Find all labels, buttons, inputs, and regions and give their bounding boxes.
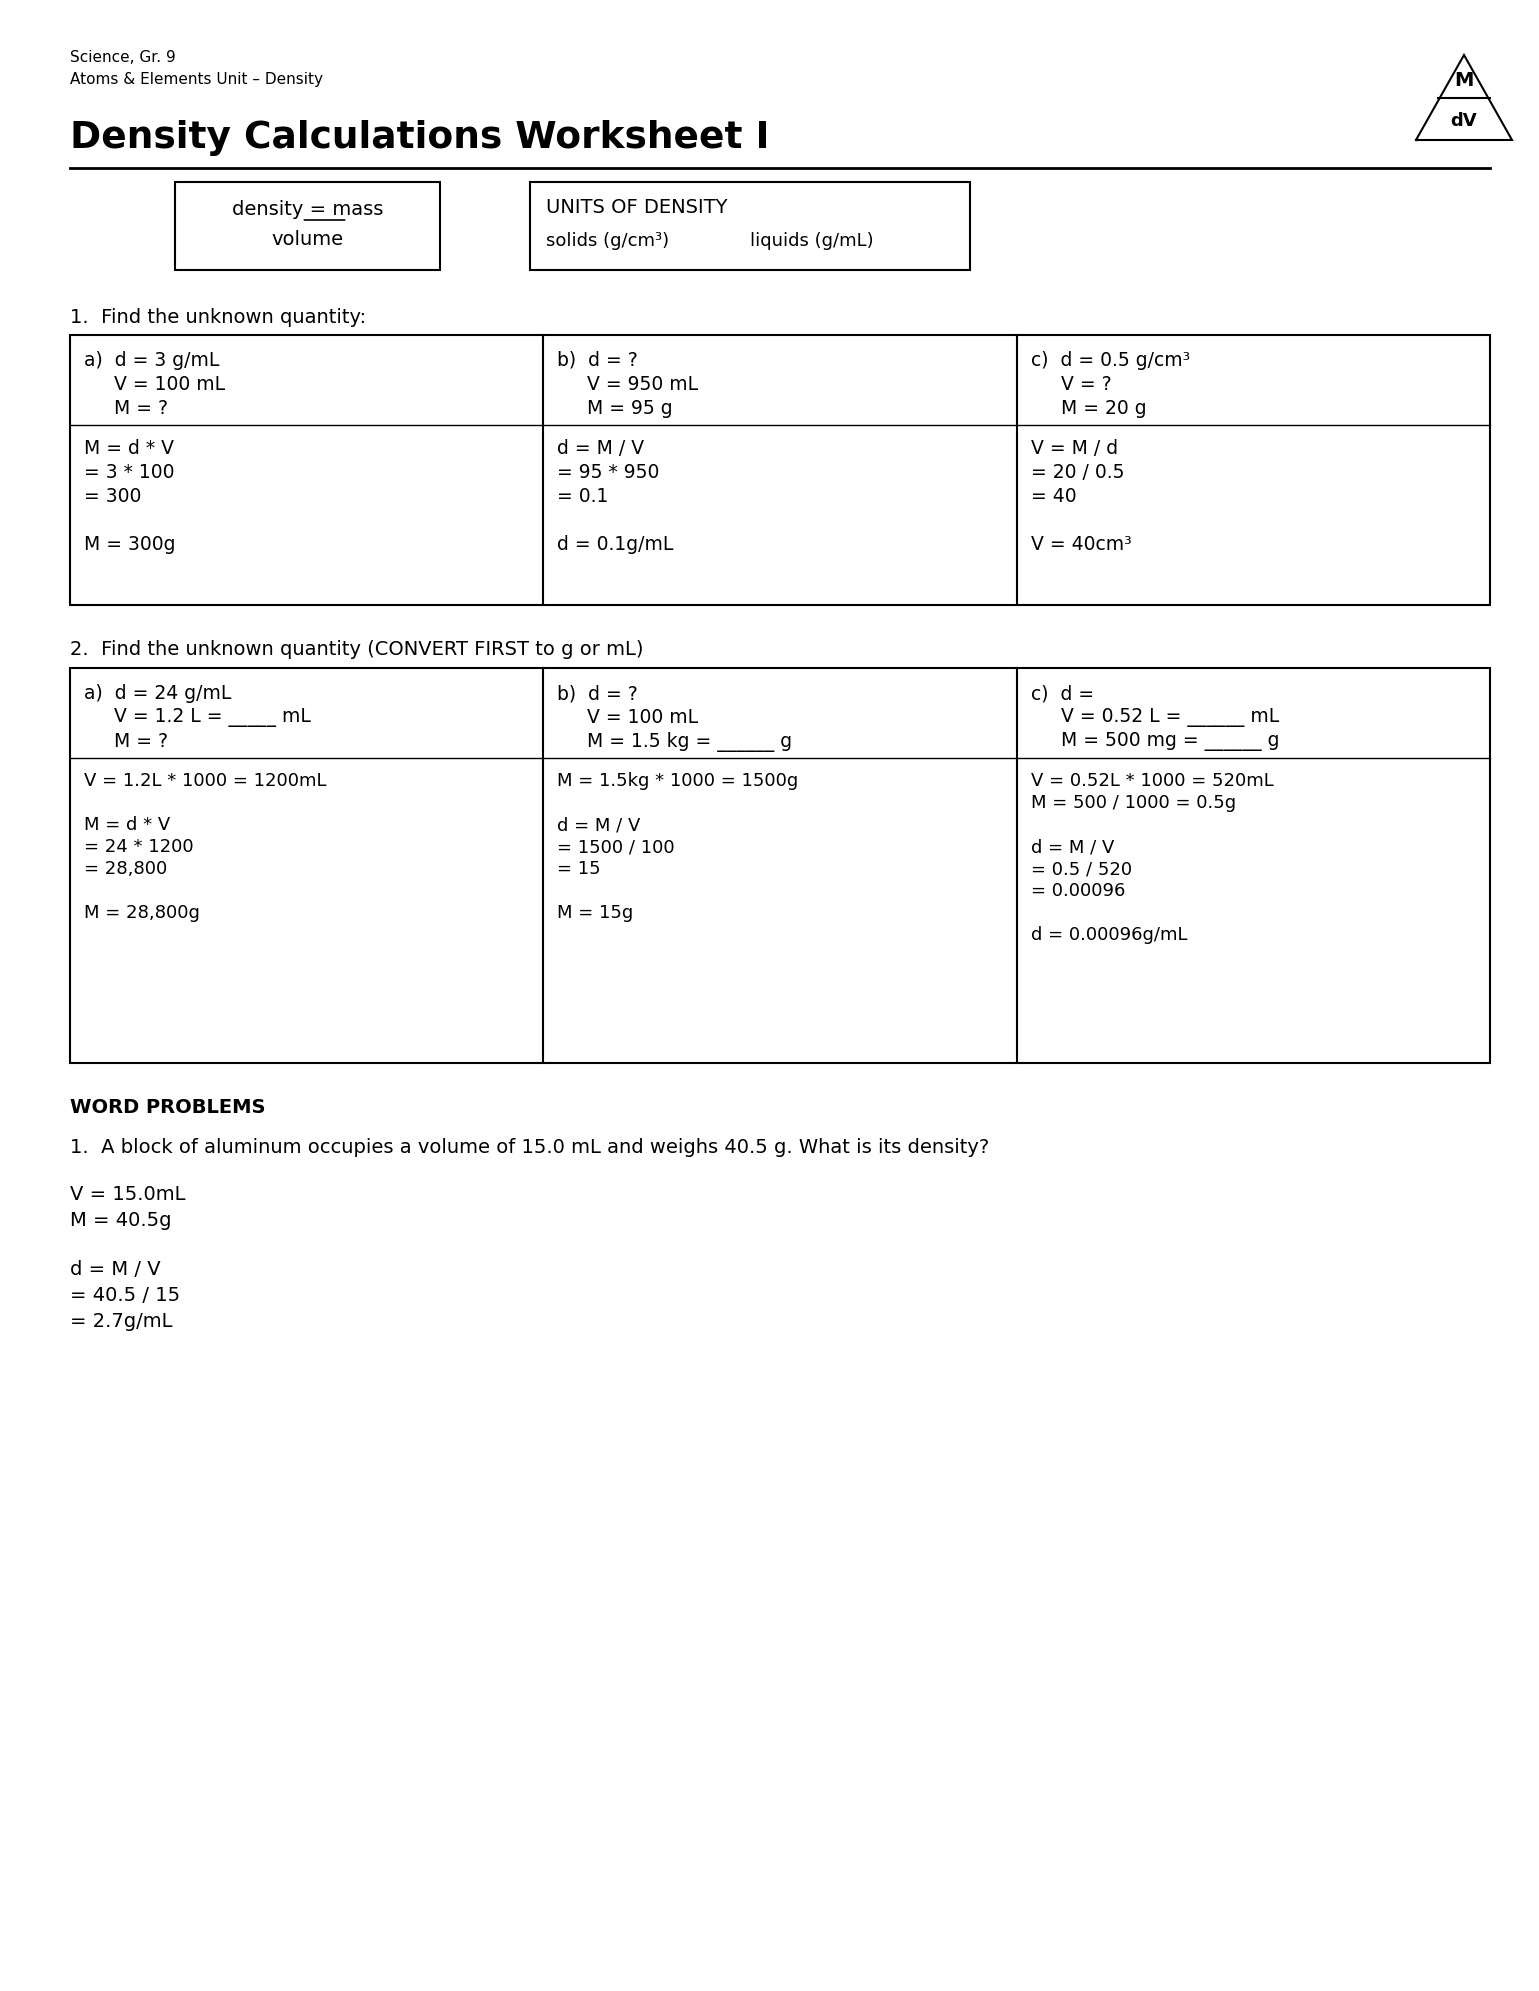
Bar: [69, 334, 1490, 605]
Text: 2.  Find the unknown quantity (CONVERT FIRST to g or mL): 2. Find the unknown quantity (CONVERT FI…: [69, 639, 643, 659]
Text: M = 40.5g: M = 40.5g: [69, 1211, 171, 1230]
Text: c)  d = 0.5 g/cm³: c) d = 0.5 g/cm³: [1031, 350, 1190, 370]
Text: = 300: = 300: [85, 488, 142, 506]
Text: V = 950 mL: V = 950 mL: [557, 374, 699, 394]
Text: M = 500 / 1000 = 0.5g: M = 500 / 1000 = 0.5g: [1031, 794, 1236, 812]
Text: d = M / V: d = M / V: [1031, 838, 1114, 856]
Text: liquids (g/mL): liquids (g/mL): [749, 233, 874, 251]
Text: dV: dV: [1451, 111, 1477, 129]
Text: M = d * V: M = d * V: [85, 816, 171, 834]
Text: V = ?: V = ?: [1031, 374, 1111, 394]
Text: a)  d = 24 g/mL: a) d = 24 g/mL: [85, 685, 231, 703]
Text: M: M: [1454, 72, 1474, 90]
Text: d = M / V: d = M / V: [557, 438, 645, 458]
Text: V = M / d: V = M / d: [1031, 438, 1117, 458]
Text: = 24 * 1200: = 24 * 1200: [85, 838, 194, 856]
Text: M = 1.5kg * 1000 = 1500g: M = 1.5kg * 1000 = 1500g: [557, 773, 799, 790]
Text: Density Calculations Worksheet I: Density Calculations Worksheet I: [69, 119, 770, 155]
Text: V = 1.2L * 1000 = 1200mL: V = 1.2L * 1000 = 1200mL: [85, 773, 326, 790]
Text: UNITS OF DENSITY: UNITS OF DENSITY: [546, 197, 728, 217]
Text: b)  d = ?: b) d = ?: [557, 350, 639, 370]
Bar: [529, 181, 970, 271]
Text: M = 500 mg = ______ g: M = 500 mg = ______ g: [1031, 733, 1279, 751]
Text: d = M / V: d = M / V: [557, 816, 640, 834]
Text: = 1500 / 100: = 1500 / 100: [557, 838, 676, 856]
Text: = 28,800: = 28,800: [85, 860, 168, 878]
Text: = 2.7g/mL: = 2.7g/mL: [69, 1312, 172, 1332]
Bar: [175, 181, 440, 271]
Text: M = ?: M = ?: [85, 733, 168, 751]
Text: = 15: = 15: [557, 860, 600, 878]
Text: V = 0.52 L = ______ mL: V = 0.52 L = ______ mL: [1031, 709, 1279, 727]
Text: Science, Gr. 9: Science, Gr. 9: [69, 50, 175, 66]
Text: V = 40cm³: V = 40cm³: [1031, 536, 1131, 553]
Text: Atoms & Elements Unit – Density: Atoms & Elements Unit – Density: [69, 72, 323, 88]
Text: M = ?: M = ?: [85, 398, 168, 418]
Text: b)  d = ?: b) d = ?: [557, 685, 639, 703]
Text: M = 300g: M = 300g: [85, 536, 175, 553]
Text: M = 20 g: M = 20 g: [1031, 398, 1147, 418]
Text: M = 95 g: M = 95 g: [557, 398, 673, 418]
Text: density = mass: density = mass: [232, 199, 383, 219]
Text: = 95 * 950: = 95 * 950: [557, 464, 660, 482]
Text: = 40.5 / 15: = 40.5 / 15: [69, 1286, 180, 1304]
Text: = 0.5 / 520: = 0.5 / 520: [1031, 860, 1131, 878]
Text: = 0.1: = 0.1: [557, 488, 609, 506]
Text: V = 1.2 L = _____ mL: V = 1.2 L = _____ mL: [85, 709, 311, 727]
Text: = 40: = 40: [1031, 488, 1076, 506]
Text: V = 100 mL: V = 100 mL: [85, 374, 225, 394]
Text: d = 0.00096g/mL: d = 0.00096g/mL: [1031, 926, 1187, 944]
Text: 1.  A block of aluminum occupies a volume of 15.0 mL and weighs 40.5 g. What is : 1. A block of aluminum occupies a volume…: [69, 1139, 990, 1157]
Text: V = 0.52L * 1000 = 520mL: V = 0.52L * 1000 = 520mL: [1031, 773, 1273, 790]
Text: M = 1.5 kg = ______ g: M = 1.5 kg = ______ g: [557, 733, 793, 753]
Text: = 20 / 0.5: = 20 / 0.5: [1031, 464, 1123, 482]
Text: a)  d = 3 g/mL: a) d = 3 g/mL: [85, 350, 220, 370]
Text: M = 28,800g: M = 28,800g: [85, 904, 200, 922]
Text: 1.  Find the unknown quantity:: 1. Find the unknown quantity:: [69, 309, 366, 327]
Text: d = M / V: d = M / V: [69, 1260, 160, 1278]
Text: d = 0.1g/mL: d = 0.1g/mL: [557, 536, 674, 553]
Text: = 0.00096: = 0.00096: [1031, 882, 1125, 900]
Text: c)  d =: c) d =: [1031, 685, 1094, 703]
Text: solids (g/cm³): solids (g/cm³): [546, 233, 669, 251]
Text: V = 15.0mL: V = 15.0mL: [69, 1185, 186, 1205]
Text: M = d * V: M = d * V: [85, 438, 174, 458]
Text: volume: volume: [271, 231, 343, 249]
Text: = 3 * 100: = 3 * 100: [85, 464, 174, 482]
Text: WORD PROBLEMS: WORD PROBLEMS: [69, 1097, 266, 1117]
Text: M = 15g: M = 15g: [557, 904, 634, 922]
Bar: [69, 669, 1490, 1063]
Text: V = 100 mL: V = 100 mL: [557, 709, 699, 727]
